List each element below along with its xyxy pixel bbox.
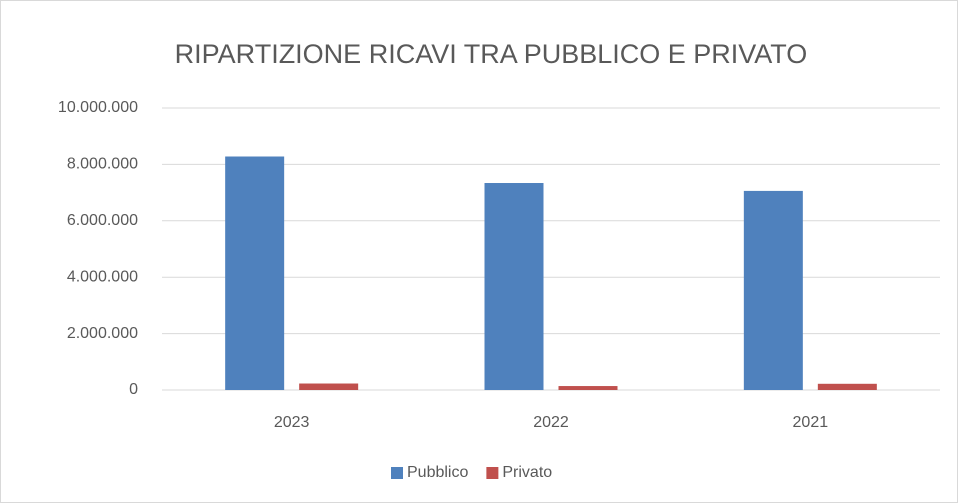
legend-swatch [391, 467, 403, 479]
y-tick-label: 10.000.000 [58, 99, 138, 116]
legend-label: Pubblico [407, 464, 468, 481]
bar [299, 383, 359, 390]
bar [225, 156, 285, 390]
bar [484, 183, 544, 390]
bar [558, 386, 618, 390]
y-tick-label: 0 [129, 381, 138, 398]
legend-label: Privato [502, 464, 552, 481]
y-tick-label: 2.000.000 [67, 325, 138, 342]
x-tick-label: 2023 [274, 414, 310, 431]
x-tick-label: 2021 [793, 414, 829, 431]
legend-swatch [486, 467, 499, 479]
y-tick-label: 6.000.000 [67, 212, 138, 229]
y-tick-label: 4.000.000 [67, 268, 138, 285]
bar [743, 190, 803, 390]
bar [817, 383, 877, 390]
chart-title: RIPARTIZIONE RICAVI TRA PUBBLICO E PRIVA… [175, 39, 808, 69]
y-tick-label: 8.000.000 [67, 156, 138, 173]
x-tick-label: 2022 [533, 414, 569, 431]
